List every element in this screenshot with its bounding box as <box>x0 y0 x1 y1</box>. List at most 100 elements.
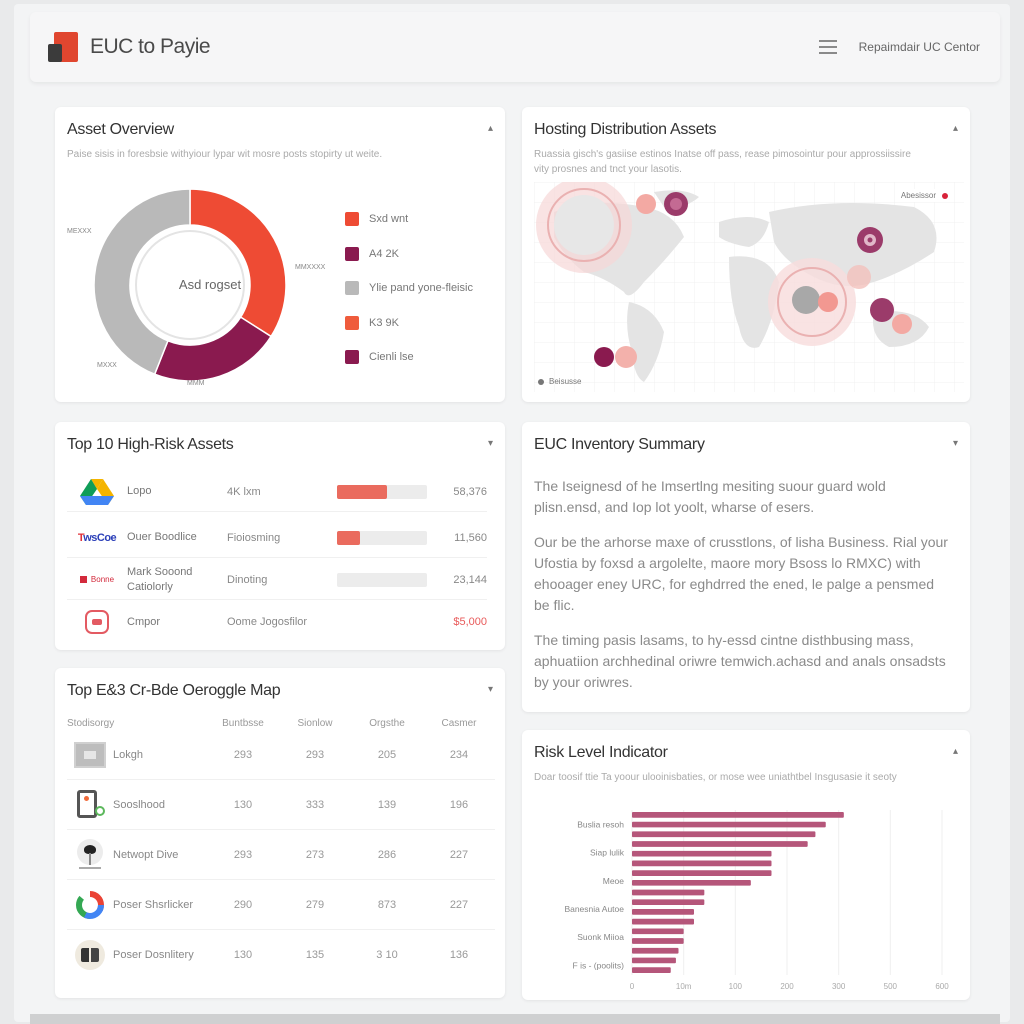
high-risk-assets-card: Top 10 High-Risk Assets ▾ Lopo 4K lxm 58… <box>55 422 505 650</box>
risk-bar[interactable] <box>632 967 671 973</box>
summary-paragraph: The Iseignesd of he Imsertlng mesiting s… <box>534 478 886 515</box>
legend-item[interactable]: A4 2K <box>345 237 473 272</box>
card-menu-caret-icon[interactable]: ▾ <box>952 438 958 449</box>
card-menu-caret-icon[interactable]: ▴ <box>952 746 958 757</box>
asset-name: Ouer Boodlice <box>127 531 197 544</box>
svg-text:500: 500 <box>884 982 898 991</box>
summary-paragraph: The timing pasis lasams, to hy-essd cint… <box>534 632 946 690</box>
risk-bar[interactable] <box>632 947 679 954</box>
column-header[interactable]: Casmer <box>441 718 477 729</box>
risk-bar[interactable] <box>632 841 808 847</box>
card-menu-caret-icon[interactable]: ▴ <box>952 123 958 134</box>
asset-category: Oome Jogosfilor <box>227 616 308 628</box>
high-risk-row[interactable]: Lopo 4K lxm 58,376 <box>67 472 487 512</box>
risk-bar[interactable] <box>632 957 676 964</box>
card-title: Top E&3 Cr-Bde Oeroggle Map <box>67 682 281 699</box>
risk-bar-chart: 0 10m 100 200 300 500 600 Buslia resoh Siap luli… <box>532 800 962 995</box>
donut-slice[interactable] <box>189 188 287 338</box>
cell-value: 873 <box>377 898 397 911</box>
svg-text:Buslia resoh: Buslia resoh <box>577 820 624 830</box>
table-row[interactable]: Netwopt Dive 293 273 286 227 <box>67 830 495 880</box>
slice-label: MMXXXX <box>295 264 326 271</box>
row-name: Poser Dosnlitery <box>113 949 194 961</box>
column-header[interactable]: Orgsthe <box>369 718 405 729</box>
cell-value: 130 <box>233 798 253 811</box>
asset-name: Lopo <box>127 485 152 498</box>
risk-bar[interactable] <box>632 870 772 876</box>
risk-bar[interactable] <box>632 812 844 818</box>
legend-label: Beisusse <box>549 377 582 386</box>
legend-dot-icon <box>538 378 544 385</box>
svg-text:0: 0 <box>630 982 635 991</box>
world-map[interactable] <box>534 177 964 392</box>
risk-bar[interactable] <box>632 850 772 857</box>
asset-value: 11,560 <box>454 531 487 544</box>
column-header[interactable]: Sionlow <box>297 718 333 729</box>
svg-text:Meoe: Meoe <box>603 876 625 886</box>
table-row[interactable]: Lokgh 293 293 205 234 <box>67 730 495 780</box>
cell-value: 333 <box>305 798 325 811</box>
risk-bar[interactable] <box>632 909 694 915</box>
svg-text:200: 200 <box>780 982 794 991</box>
table-row[interactable]: Poser Dosnlitery 130 135 3 10 136 <box>67 930 495 980</box>
hamburger-menu-icon[interactable] <box>818 40 837 54</box>
donut-slice[interactable] <box>93 188 191 376</box>
legend-item[interactable]: K3 9K <box>345 306 473 341</box>
risk-bar[interactable] <box>632 928 684 935</box>
cell-value: 205 <box>377 748 397 761</box>
risk-bar[interactable] <box>632 879 751 886</box>
slice-label: MXXX <box>97 362 117 369</box>
risk-bar[interactable] <box>632 889 705 896</box>
legend-label: Cienli lse <box>369 351 414 364</box>
high-risk-row[interactable]: TwsCoe Ouer Boodlice Fioiosming 11,560 <box>67 518 487 558</box>
top-bar: EUC to Payie Repaimdair UC Centor <box>30 12 1000 82</box>
user-center-link[interactable]: Repaimdair UC Centor <box>858 40 980 54</box>
asset-legend: Sxd wnt A4 2K Ylie pand yone-fleisic K3 9K C… <box>345 202 473 375</box>
risk-bar[interactable] <box>632 899 705 906</box>
card-subtitle: Ruassia gisch's gasiise estinos Inatse o… <box>534 149 911 175</box>
legend-swatch-icon <box>345 350 359 365</box>
legend-item[interactable]: Cienli lse <box>345 340 473 375</box>
horizontal-scrollbar[interactable] <box>30 1014 1000 1024</box>
legend-item[interactable]: Sxd wnt <box>345 202 473 237</box>
risk-bar[interactable] <box>632 831 816 838</box>
risk-bar[interactable] <box>632 821 826 828</box>
cell-value: 136 <box>449 949 469 961</box>
table-header: Stodisorgy Buntbsse Sionlow Orgsthe Casm… <box>67 718 495 729</box>
cell-value: 293 <box>233 748 253 761</box>
risk-bar <box>337 572 427 587</box>
donut-slice[interactable] <box>153 316 273 382</box>
asset-value: $5,000 <box>453 616 487 628</box>
svg-text:Suonk Miioa: Suonk Miioa <box>577 932 624 942</box>
row-name: Sooslhood <box>113 798 165 811</box>
summary-paragraph: Our be the arhorse maxe of crusstlons, o… <box>534 534 948 613</box>
column-header[interactable]: Buntbsse <box>222 718 264 729</box>
cell-value: 227 <box>449 848 469 861</box>
row-name: Poser Shsrlicker <box>113 898 194 911</box>
cell-value: 279 <box>305 898 325 911</box>
high-risk-row[interactable]: Bonne Mark Sooond Catiolorly Dinoting 23… <box>67 560 487 600</box>
cell-value: 234 <box>449 748 469 761</box>
risk-bar[interactable] <box>632 938 684 944</box>
twscoe-logo-icon: TwsCoe <box>77 531 117 544</box>
risk-bar[interactable] <box>632 860 772 867</box>
power-shortcut-icon <box>67 890 113 920</box>
asset-donut-chart: MEXXX MMXXXX MXXX MMM Asd rogset <box>67 182 326 392</box>
card-menu-caret-icon[interactable]: ▴ <box>487 123 493 134</box>
high-risk-row[interactable]: Cmpor Oome Jogosfilor $5,000 <box>67 602 487 642</box>
risk-level-card: Risk Level Indicator ▴ Doar toosif ttie … <box>522 730 970 1000</box>
svg-text:100: 100 <box>729 982 743 991</box>
risk-bar[interactable] <box>632 918 694 925</box>
table-row[interactable]: Poser Shsrlicker 290 279 873 227 <box>67 880 495 930</box>
table-row[interactable]: Sooslhood 130 333 139 196 <box>67 780 495 830</box>
cell-value: 286 <box>377 848 397 861</box>
app-logo-icon <box>46 30 80 64</box>
cell-value: 196 <box>449 798 469 811</box>
app-title: EUC to Payie <box>90 35 211 58</box>
network-drive-icon <box>67 838 113 871</box>
card-menu-caret-icon[interactable]: ▾ <box>487 684 493 695</box>
legend-item[interactable]: Ylie pand yone-fleisic <box>345 271 473 306</box>
column-header[interactable]: Stodisorgy <box>67 718 115 729</box>
card-menu-caret-icon[interactable]: ▾ <box>487 438 493 449</box>
cell-value: 273 <box>305 848 325 861</box>
